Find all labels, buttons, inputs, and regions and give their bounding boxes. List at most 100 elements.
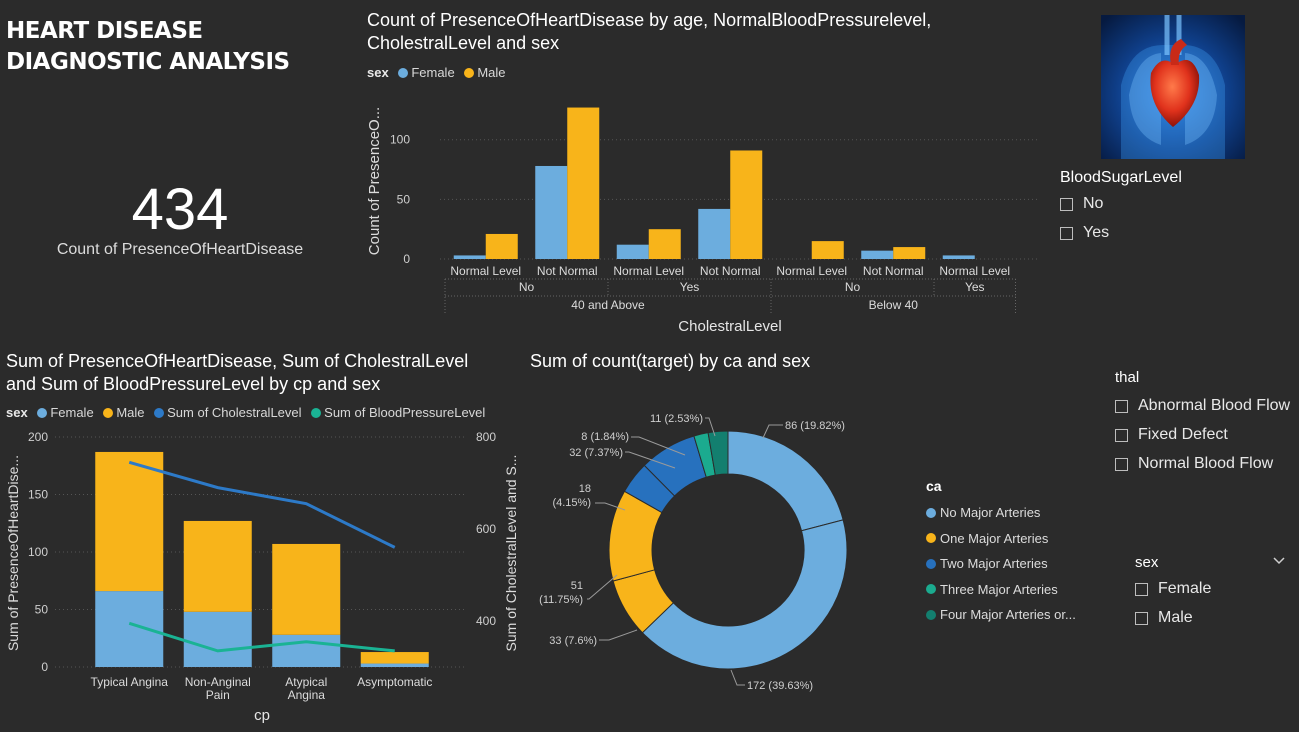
bar-male — [811, 241, 844, 259]
leader-line — [625, 451, 676, 469]
sex-option-male[interactable]: Male — [1135, 609, 1193, 627]
y2-tick-label: 400 — [476, 614, 496, 628]
legend-dot — [926, 609, 936, 620]
y-tick-label: 100 — [390, 133, 410, 147]
sex-option-label: Female — [1158, 580, 1212, 597]
x-tick-label: Atypical — [285, 675, 327, 689]
checkbox-icon[interactable] — [1135, 582, 1148, 596]
bar-female — [453, 255, 486, 259]
thal-option-label: Normal Blood Flow — [1138, 455, 1274, 472]
checkbox-icon[interactable] — [1115, 457, 1128, 471]
leader-line — [705, 417, 716, 437]
heart-anatomy-image — [1101, 15, 1245, 159]
legend-dot — [926, 558, 936, 569]
chart2-title: Sum of PresenceOfHeartDisease, Sum of Ch… — [6, 350, 506, 396]
x-group-label: 40 and Above — [571, 298, 645, 312]
chevron-down-icon[interactable] — [1272, 556, 1286, 566]
bar-male — [648, 229, 681, 259]
sex-slicer-title: sex — [1135, 554, 1159, 571]
blood-sugar-option-yes[interactable]: Yes — [1060, 224, 1109, 242]
legend-two-major-arteries[interactable]: Two Major Arteries — [926, 551, 1076, 577]
bar-male — [730, 150, 763, 259]
checkbox-icon[interactable] — [1115, 428, 1128, 442]
bar-female — [861, 250, 894, 259]
chart2-legend-title: sex — [6, 405, 28, 420]
x-tick-label: Angina — [288, 688, 326, 702]
y-tick-label: 100 — [28, 545, 48, 559]
thal-option-fixed[interactable]: Fixed Defect — [1115, 426, 1228, 444]
chart2-title-line1: Sum of PresenceOfHeartDisease, Sum of Ch… — [6, 351, 469, 371]
chart2-legend-cholestral[interactable]: Sum of CholestralLevel — [167, 405, 302, 420]
slice-data-label: 51 — [571, 580, 583, 592]
chart1-bar-chart[interactable]: 0 50 100 Count of PresenceO... Normal Level N… — [360, 88, 1040, 338]
legend-four-major-arteries[interactable]: Four Major Arteries or... — [926, 602, 1076, 628]
chart2-title-line2: and Sum of BloodPressureLevel by cp and … — [6, 374, 381, 394]
x-tick-label: Normal Level — [450, 264, 521, 278]
legend-label: Four Major Arteries or... — [940, 607, 1076, 623]
y2-tick-label: 800 — [476, 430, 496, 444]
leader-line — [587, 574, 618, 600]
checkbox-icon[interactable] — [1060, 226, 1073, 240]
x-tick-label: Normal Level — [776, 264, 847, 278]
sex-option-label: Male — [1158, 609, 1193, 626]
chart2-combo-chart[interactable]: 0 50 100 150 200 400 600 800 Sum of PresenceOfHe… — [0, 425, 525, 730]
bar-female — [95, 591, 164, 667]
legend-dot — [926, 533, 936, 544]
checkbox-icon[interactable] — [1115, 399, 1128, 413]
x-group-label: No — [519, 280, 535, 294]
bp-legend-dot — [311, 408, 322, 418]
y-axis-title: Sum of PresenceOfHeartDise... — [5, 455, 21, 651]
legend-three-major-arteries[interactable]: Three Major Arteries — [926, 577, 1076, 603]
leader-line — [730, 669, 745, 686]
cholestral-legend-dot — [154, 408, 165, 418]
y-tick-label: 200 — [28, 430, 48, 444]
slice-data-label: (4.15%) — [552, 497, 591, 509]
chart2-legend: sex Female Male Sum of CholestralLevel S… — [6, 405, 485, 420]
donut-slice — [641, 519, 848, 670]
bar-male — [95, 451, 164, 592]
chart2-legend-female[interactable]: Female — [50, 405, 94, 420]
chart1-legend-female[interactable]: Female — [411, 65, 455, 80]
legend-one-major-arteries[interactable]: One Major Arteries — [926, 526, 1076, 552]
bar-female — [698, 208, 731, 259]
legend-label: Three Major Arteries — [940, 581, 1058, 597]
thal-option-abnormal[interactable]: Abnormal Blood Flow — [1115, 397, 1290, 415]
chart1-title: Count of PresenceOfHeartDisease by age, … — [367, 10, 932, 53]
bar-male — [567, 107, 600, 259]
blood-sugar-option-no[interactable]: No — [1060, 195, 1103, 213]
chart3-donut-chart[interactable]: 172 (39.63%) 86 (19.82%) 11 (2.53%) 8 (1.84… — [525, 400, 920, 700]
chart3-legend: ca No Major Arteries One Major Arteries … — [926, 478, 1076, 628]
y-tick-label: 0 — [41, 660, 48, 674]
leader-line — [631, 436, 686, 456]
legend-no-major-arteries[interactable]: No Major Arteries — [926, 500, 1076, 526]
slice-data-label: 8 (1.84%) — [581, 431, 629, 443]
legend-label: One Major Arteries — [940, 530, 1049, 546]
slice-data-label: 172 (39.63%) — [747, 680, 813, 692]
thal-option-label: Abnormal Blood Flow — [1138, 397, 1291, 414]
slice-data-label: 18 — [579, 483, 591, 495]
bar-female — [183, 611, 252, 667]
checkbox-icon[interactable] — [1135, 611, 1148, 625]
donut-slice — [727, 430, 844, 532]
line-cholestral — [128, 460, 396, 549]
chart2-legend-male[interactable]: Male — [116, 405, 145, 420]
chart1-legend-male[interactable]: Male — [477, 65, 506, 80]
bar-male — [893, 247, 926, 259]
x-tick-label: Not Normal — [863, 264, 924, 278]
blood-sugar-option-label: Yes — [1083, 224, 1110, 241]
bar-male — [183, 520, 252, 612]
bar-female — [535, 165, 568, 259]
y-tick-label: 50 — [35, 603, 49, 617]
chart2-legend-bp[interactable]: Sum of BloodPressureLevel — [324, 405, 486, 420]
x-tick-label: Not Normal — [537, 264, 598, 278]
female-legend-dot — [398, 68, 409, 78]
legend-label: No Major Arteries — [940, 505, 1041, 521]
thal-option-normal[interactable]: Normal Blood Flow — [1115, 455, 1273, 473]
x-group-label: Below 40 — [869, 298, 919, 312]
x-tick-label: Not Normal — [700, 264, 761, 278]
checkbox-icon[interactable] — [1060, 197, 1073, 211]
x-tick-label: Asymptomatic — [357, 675, 432, 689]
slice-data-label: 11 (2.53%) — [650, 413, 703, 425]
thal-slicer-title: thal — [1115, 369, 1140, 386]
sex-option-female[interactable]: Female — [1135, 580, 1211, 598]
